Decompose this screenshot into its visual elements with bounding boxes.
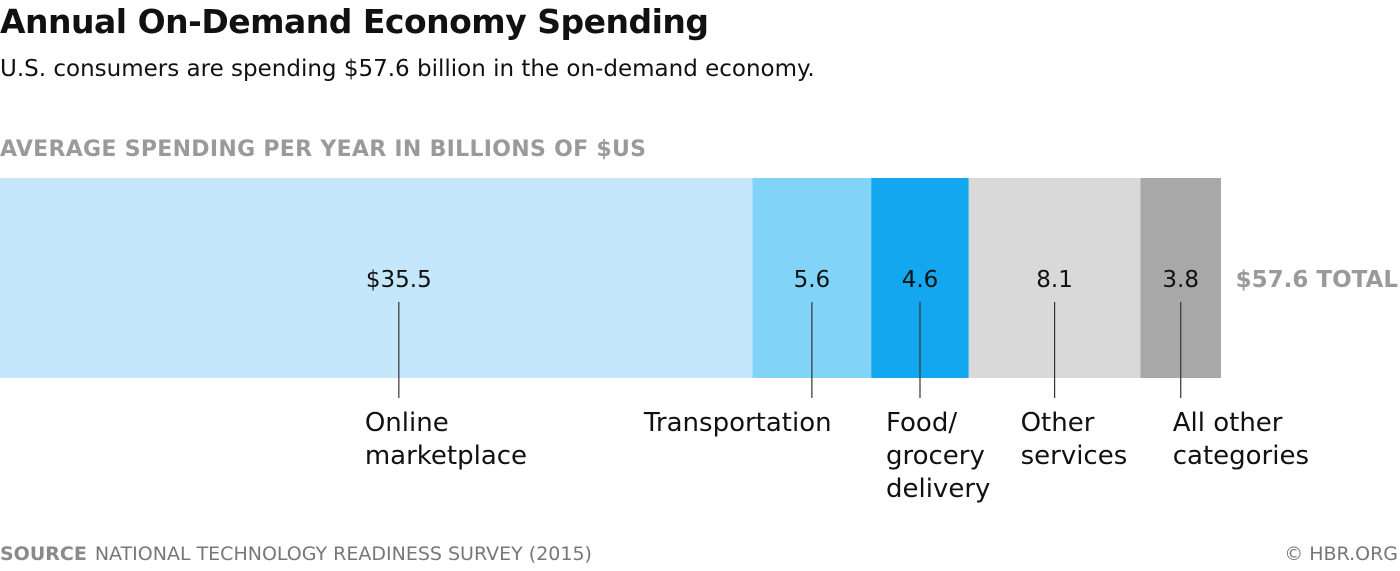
- category-label-online-marketplace: Online: [365, 408, 449, 438]
- category-label-all-other-categories: categories: [1173, 441, 1309, 471]
- category-label-all-other-categories: All other: [1173, 408, 1283, 438]
- category-label-online-marketplace: marketplace: [365, 441, 527, 471]
- chart-title: Annual On-Demand Economy Spending: [0, 2, 709, 41]
- credit: © HBR.ORG: [1284, 543, 1398, 565]
- value-label-transportation: 5.6: [794, 267, 831, 293]
- total-label: $57.6 TOTAL: [1236, 267, 1399, 293]
- value-label-other-services: 8.1: [1036, 267, 1073, 293]
- bar-segment-online-marketplace: [0, 178, 753, 378]
- category-label-food-grocery-delivery: grocery: [886, 441, 985, 471]
- category-label-food-grocery-delivery: delivery: [886, 474, 990, 504]
- value-label-food-grocery-delivery: 4.6: [902, 267, 939, 293]
- value-label-all-other-categories: 3.8: [1162, 267, 1199, 293]
- category-label-other-services: services: [1021, 441, 1128, 471]
- category-label-other-services: Other: [1021, 408, 1095, 438]
- category-label-transportation: Transportation: [643, 408, 832, 438]
- source-label: SOURCE: [0, 543, 87, 565]
- source-note: SOURCE NATIONAL TECHNOLOGY READINESS SURV…: [0, 543, 592, 565]
- axis-label: AVERAGE SPENDING PER YEAR IN BILLIONS OF…: [0, 137, 647, 162]
- source-text: NATIONAL TECHNOLOGY READINESS SURVEY (20…: [94, 543, 592, 565]
- chart-subtitle: U.S. consumers are spending $57.6 billio…: [0, 56, 815, 82]
- value-label-online-marketplace: $35.5: [366, 267, 432, 293]
- category-label-food-grocery-delivery: Food/: [886, 408, 957, 438]
